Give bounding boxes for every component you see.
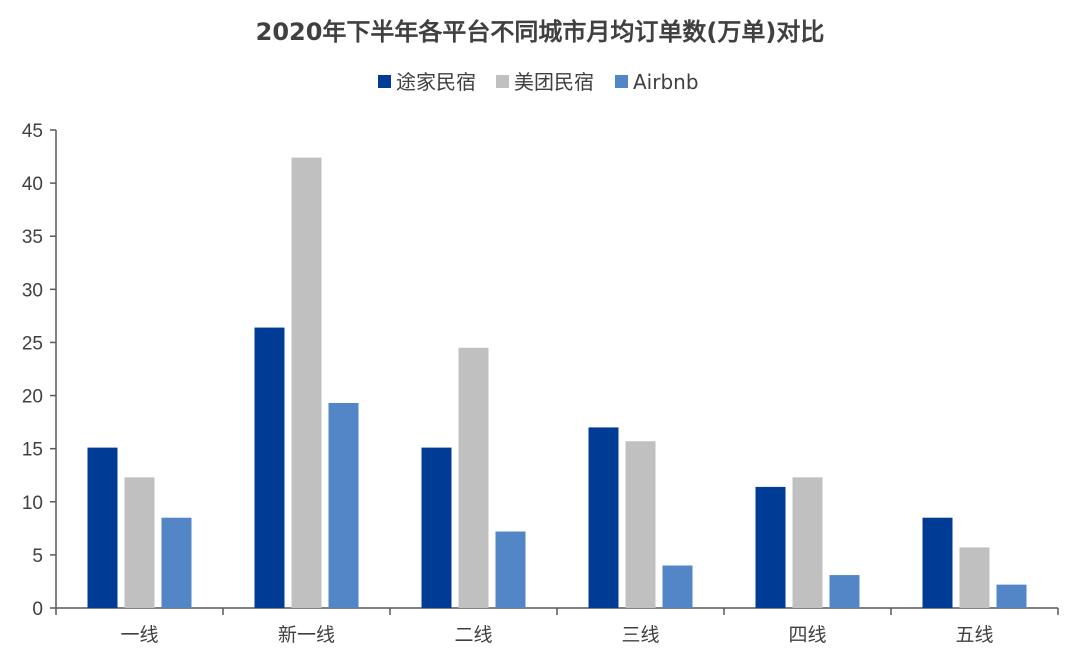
x-tick-label: 四线 <box>788 624 826 646</box>
bar-1-0 <box>124 477 155 608</box>
bars <box>87 157 1027 608</box>
x-tick-label: 三线 <box>621 624 659 646</box>
bar-2-4 <box>829 575 860 608</box>
bar-1-1 <box>291 157 322 608</box>
legend: 途家民宿 美团民宿 Airbnb <box>378 70 699 94</box>
y-tick-label: 35 <box>22 227 43 248</box>
y-tick-label: 15 <box>22 440 43 461</box>
y-tick-label: 5 <box>32 546 43 567</box>
y-axis: 0 5 10 15 20 25 30 35 40 45 <box>22 121 57 620</box>
legend-label-2: Airbnb <box>633 70 699 94</box>
bar-0-5 <box>922 517 953 608</box>
y-tick-label: 40 <box>22 174 43 195</box>
x-tick-label: 五线 <box>955 624 993 646</box>
bar-1-2 <box>458 347 489 608</box>
legend-swatch-0 <box>378 75 391 88</box>
bar-1-5 <box>959 547 990 608</box>
x-axis: 一线 新一线 二线 三线 四线 五线 <box>55 607 1059 646</box>
bar-0-1 <box>254 327 285 608</box>
bar-0-0 <box>87 447 118 608</box>
legend-label-0: 途家民宿 <box>396 70 476 94</box>
x-tick-label: 一线 <box>120 624 158 646</box>
y-tick-label: 0 <box>32 599 43 620</box>
x-tick-label: 二线 <box>454 624 492 646</box>
legend-label-1: 美团民宿 <box>514 70 594 94</box>
y-tick-label: 30 <box>22 280 43 301</box>
y-tick-label: 10 <box>22 493 43 514</box>
bar-1-4 <box>792 477 823 608</box>
y-tick-label: 25 <box>22 333 43 354</box>
bar-0-2 <box>421 447 452 608</box>
bar-1-3 <box>625 441 656 608</box>
bar-2-3 <box>662 565 693 608</box>
y-tick-label: 45 <box>22 121 43 142</box>
x-tick-label: 新一线 <box>278 624 335 646</box>
bar-0-4 <box>755 486 786 608</box>
bar-0-3 <box>588 427 619 608</box>
bar-2-0 <box>161 517 192 608</box>
bar-2-2 <box>495 531 526 608</box>
legend-swatch-2 <box>615 75 628 88</box>
bar-2-5 <box>996 584 1027 608</box>
legend-swatch-1 <box>496 75 509 88</box>
bar-2-1 <box>328 402 359 608</box>
y-tick-label: 20 <box>22 387 43 408</box>
chart-title: 2020年下半年各平台不同城市月均订单数(万单)对比 <box>256 18 825 46</box>
